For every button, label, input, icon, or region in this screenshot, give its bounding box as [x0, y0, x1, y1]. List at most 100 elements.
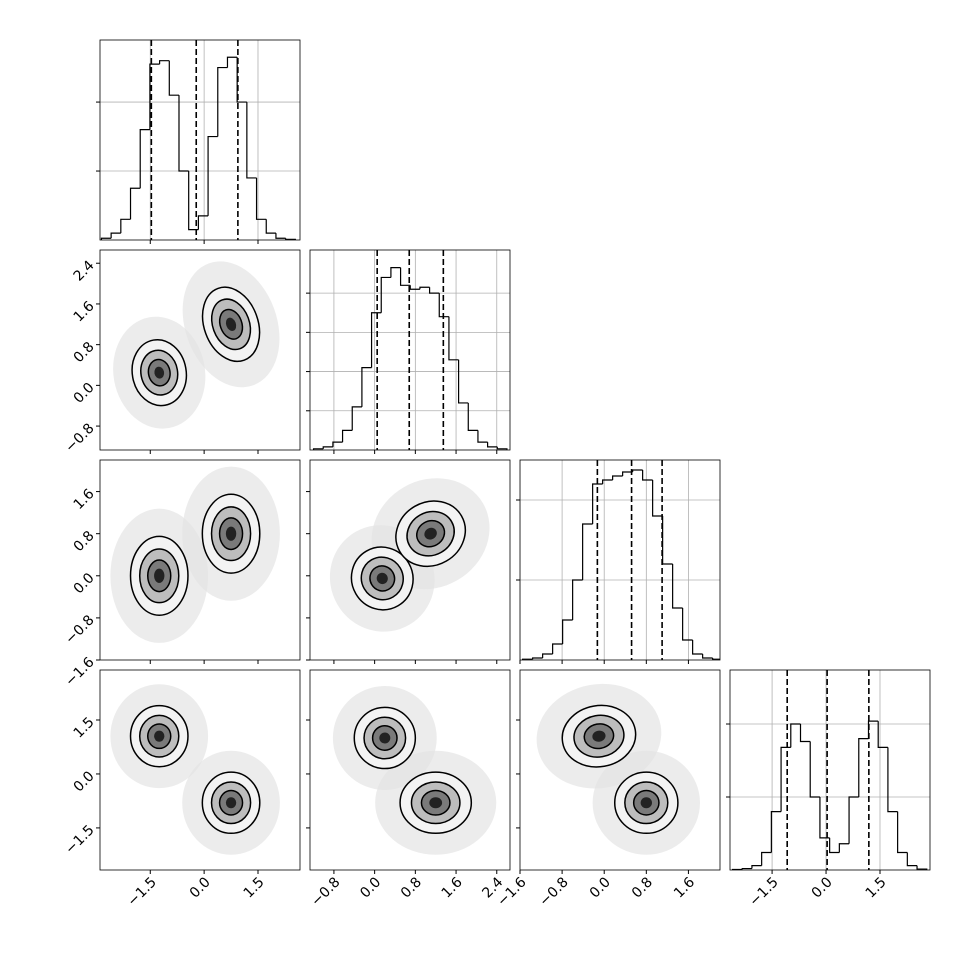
- histogram-bin: [380, 276, 391, 313]
- histogram-bin: [858, 738, 869, 798]
- density-contour: [429, 797, 443, 809]
- histogram-bin: [612, 475, 623, 480]
- panel: [306, 459, 511, 664]
- histogram-bin: [809, 741, 820, 798]
- x-tick-label: 0.0: [809, 874, 836, 901]
- histogram-bin: [552, 643, 563, 654]
- panel: −0.8 0.0 0.8 1.6 2.4: [62, 249, 301, 456]
- density-contour: [154, 568, 165, 583]
- histogram-bin: [438, 293, 449, 318]
- histogram-bin: [799, 724, 811, 743]
- histogram-bin: [458, 359, 469, 404]
- histogram-bin: [582, 523, 593, 580]
- histogram-bin: [682, 608, 693, 641]
- panel-content: [730, 670, 930, 870]
- panel: [96, 39, 301, 244]
- y-tick-label: 0.0: [71, 768, 98, 795]
- panel-frame: [309, 249, 511, 451]
- density-contour: [154, 730, 165, 742]
- histogram-bin: [341, 429, 353, 443]
- histogram-bin: [120, 218, 131, 234]
- histogram-bin: [275, 233, 286, 239]
- density-contour: [154, 366, 165, 379]
- density-contour: [225, 526, 237, 541]
- panel: −1.5 0.0 1.5: [726, 669, 931, 910]
- histogram-bin: [207, 135, 218, 216]
- histogram-bin: [877, 721, 888, 748]
- histogram-bin: [496, 446, 508, 450]
- density-contour: [379, 732, 391, 744]
- y-tick-label: 1.6: [71, 298, 98, 325]
- histogram-bin: [761, 851, 772, 866]
- x-tick-label: 0.0: [357, 874, 384, 901]
- histogram-bin: [662, 516, 673, 565]
- histogram-bin: [780, 746, 791, 812]
- histogram-bin: [149, 63, 160, 130]
- panel-frame: [99, 249, 301, 451]
- histogram-bin: [848, 796, 859, 844]
- histogram-bin: [129, 187, 141, 220]
- histogram-bin: [370, 312, 382, 368]
- histogram-bin: [819, 797, 830, 839]
- histogram-bin: [672, 564, 683, 609]
- x-tick-label: −0.8: [536, 874, 571, 909]
- y-tick-label: 0.8: [71, 528, 98, 555]
- x-tick-label: −1.5: [125, 874, 160, 909]
- histogram-bin: [652, 480, 663, 517]
- x-tick-label: 1.6: [671, 874, 698, 901]
- y-tick-label: −0.8: [62, 420, 97, 455]
- histogram-bin: [428, 287, 440, 294]
- panel-content: [110, 684, 280, 855]
- x-tick-label: 1.5: [241, 874, 268, 901]
- histogram-bin: [592, 483, 603, 524]
- y-tick-label: −1.5: [62, 822, 97, 857]
- histogram-bin: [419, 286, 430, 290]
- panel-frame: [309, 669, 511, 871]
- panel-content: [113, 261, 280, 429]
- y-tick-label: −0.8: [62, 612, 97, 647]
- panel-frame: [519, 669, 721, 871]
- histogram-bin: [448, 316, 459, 361]
- density-contour: [640, 797, 652, 809]
- panel: −1.6−0.80.00.81.6: [62, 459, 301, 690]
- density-contour: [225, 317, 237, 331]
- histogram-bin: [477, 430, 488, 443]
- panel-content: [329, 478, 490, 632]
- histogram-bin: [897, 811, 908, 854]
- panel-content: [100, 40, 300, 240]
- histogram-bin: [829, 837, 840, 854]
- histogram-bin: [159, 60, 170, 65]
- histogram-bin: [887, 747, 898, 813]
- histogram-bin: [642, 470, 653, 481]
- panel-content: [310, 250, 510, 450]
- histogram-bin: [467, 402, 478, 431]
- x-tick-label: 1.5: [863, 874, 890, 901]
- histogram-bin: [197, 215, 209, 230]
- histogram-bin: [168, 60, 179, 96]
- histogram-bin: [178, 95, 189, 172]
- panel-content: [536, 683, 700, 855]
- histogram-bin: [532, 657, 543, 660]
- histogram-bin: [562, 619, 573, 644]
- panel-frame: [309, 459, 511, 661]
- density-contour: [225, 797, 237, 809]
- histogram-bin: [790, 723, 801, 748]
- histogram-bin: [139, 129, 150, 189]
- histogram-bin: [390, 267, 401, 278]
- panel-frame: [729, 669, 931, 871]
- panel-content: [332, 686, 497, 855]
- histogram-bin: [751, 865, 762, 869]
- panel-frame: [99, 669, 301, 871]
- histogram-bin: [110, 232, 121, 239]
- x-tick-label: 0.0: [587, 874, 614, 901]
- histogram-bin: [712, 658, 720, 660]
- panel-frame: [99, 39, 301, 241]
- density-contour: [592, 730, 606, 742]
- histogram-bin: [265, 219, 276, 234]
- histogram-bin: [226, 56, 238, 68]
- panel-frame: [519, 459, 721, 661]
- panel: [516, 459, 721, 664]
